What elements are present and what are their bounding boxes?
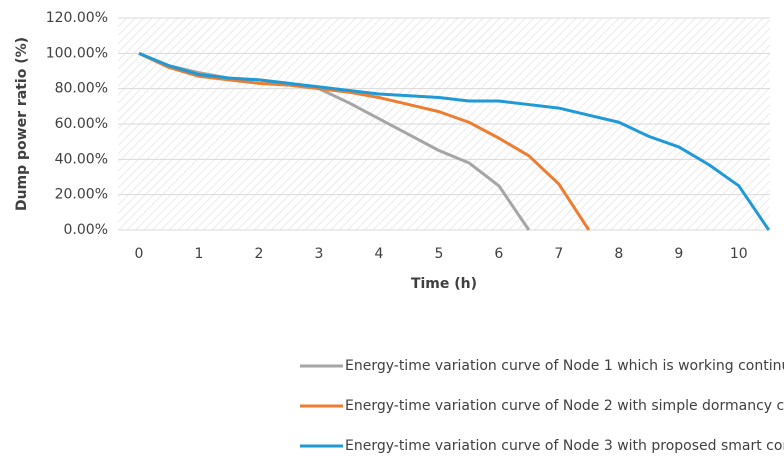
x-tick-label: 8 — [614, 246, 623, 262]
line-series — [138, 51, 591, 231]
y-axis-label: Dump power ratio (%) — [14, 37, 30, 211]
x-tick-label: 4 — [374, 246, 383, 262]
legend-label: Energy-time variation curve of Node 1 wh… — [345, 358, 784, 374]
y-tick-label: 40.00% — [55, 151, 108, 167]
y-tick-label: 20.00% — [55, 187, 108, 203]
x-axis-label: Time (h) — [411, 276, 477, 292]
x-tick-label: 3 — [314, 246, 323, 262]
x-tick-label: 0 — [135, 246, 144, 262]
y-tick-label: 80.00% — [55, 81, 108, 97]
y-tick-label: 0.00% — [64, 222, 108, 238]
y-tick-label: 60.00% — [55, 116, 108, 132]
x-tick-label: 7 — [554, 246, 563, 262]
x-tick-label: 1 — [195, 246, 204, 262]
y-tick-label: 100.00% — [46, 45, 108, 61]
legend-label: Energy-time variation curve of Node 3 wi… — [345, 438, 784, 454]
x-tick-label: 6 — [494, 246, 503, 262]
x-tick-label: 10 — [730, 246, 748, 262]
x-tick-label: 5 — [434, 246, 443, 262]
legend-label: Energy-time variation curve of Node 2 wi… — [345, 398, 784, 414]
y-tick-label: 120.00% — [46, 10, 108, 26]
line-series — [138, 51, 771, 231]
x-tick-label: 2 — [254, 246, 263, 262]
x-tick-label: 9 — [674, 246, 683, 262]
